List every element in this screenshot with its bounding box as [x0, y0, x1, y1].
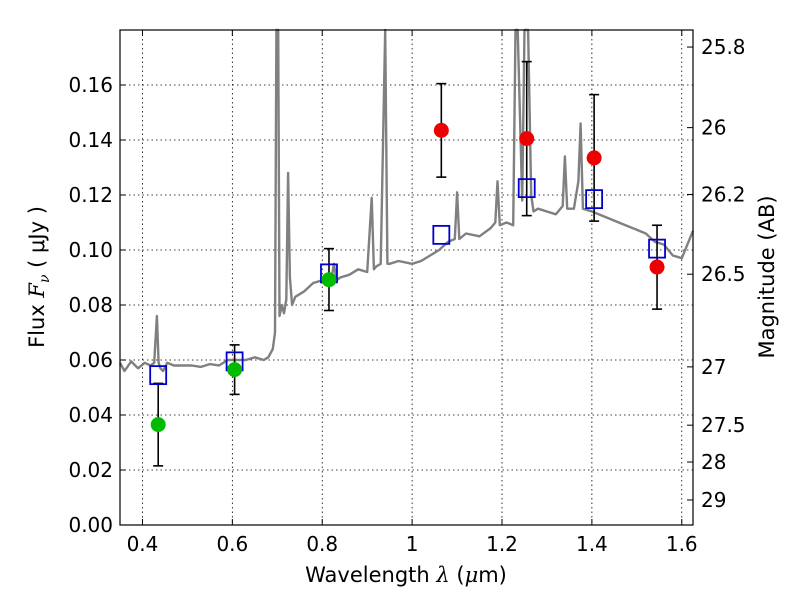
x-tick-label: 1: [406, 532, 419, 556]
x-axis-unit: m): [478, 563, 507, 587]
y-axis-label-text: Flux: [25, 298, 49, 348]
spectrum-series: [118, 28, 695, 373]
y-tick-label: 0.02: [68, 458, 113, 482]
y2-tick-label: 27.5: [701, 413, 746, 437]
x-tick-label: 0.4: [127, 532, 159, 556]
x-tick-label: 1.6: [666, 532, 698, 556]
y2-tick-label: 26.5: [701, 262, 746, 286]
red-data-point: [586, 150, 602, 166]
red-data-point: [649, 259, 665, 275]
y-tick-label: 0.12: [68, 183, 113, 207]
x-axis-mu: μ: [465, 563, 479, 587]
green-data-point: [321, 272, 337, 288]
y-tick-label: 0.10: [68, 238, 113, 262]
y2-axis-label: Magnitude (AB): [755, 195, 779, 358]
x-axis-label: Wavelength λ (μm): [305, 563, 507, 587]
data-points: [149, 60, 666, 467]
y-axis-symbol: F: [25, 282, 49, 299]
model-square-point: [648, 238, 666, 259]
x-tick-label: 0.8: [306, 532, 338, 556]
y-axis-label: Flux Fν ( μJy ): [25, 206, 53, 348]
y2-tick-label: 27: [701, 355, 726, 379]
model-square-point: [517, 178, 536, 199]
y-tick-label: 0.08: [68, 293, 113, 317]
spectrum-line: [118, 28, 695, 373]
y-tick-label: 0.00: [68, 513, 113, 537]
grid: [120, 30, 693, 525]
plot-frame: [119, 29, 694, 526]
x-axis-lambda: λ: [435, 563, 449, 587]
y2-tick-label: 26: [701, 116, 726, 140]
y-tick-label: 0.14: [68, 128, 113, 152]
x-tick-label: 1.2: [486, 532, 518, 556]
axis-ticks: 0.4 0.6 0.8 1 1.2 1.4 1.6 0.00 0.02 0.04 0.06 0.08 0…: [68, 30, 746, 556]
y-axis-unit: ( μJy ): [25, 206, 49, 274]
x-axis-open: (: [450, 563, 465, 587]
model-square-point: [585, 189, 604, 210]
y2-tick-label: 26.2: [701, 182, 746, 206]
y2-tick-label: 28: [701, 450, 726, 474]
y-tick-label: 0.04: [68, 403, 113, 427]
model-square-point: [432, 224, 451, 245]
red-data-point: [519, 131, 535, 147]
green-data-point: [150, 417, 166, 433]
x-tick-label: 1.4: [576, 532, 608, 556]
x-axis-label-text: Wavelength: [305, 563, 436, 587]
green-data-point: [227, 362, 243, 378]
red-data-point: [433, 122, 449, 138]
x-tick-label: 0.6: [216, 532, 248, 556]
model-square-point: [149, 365, 168, 386]
y2-tick-label: 25.8: [701, 35, 746, 59]
y-axis-subscript: ν: [37, 274, 53, 283]
y2-tick-label: 29: [701, 488, 726, 512]
y-tick-label: 0.16: [68, 73, 113, 97]
y-tick-label: 0.06: [68, 348, 113, 372]
